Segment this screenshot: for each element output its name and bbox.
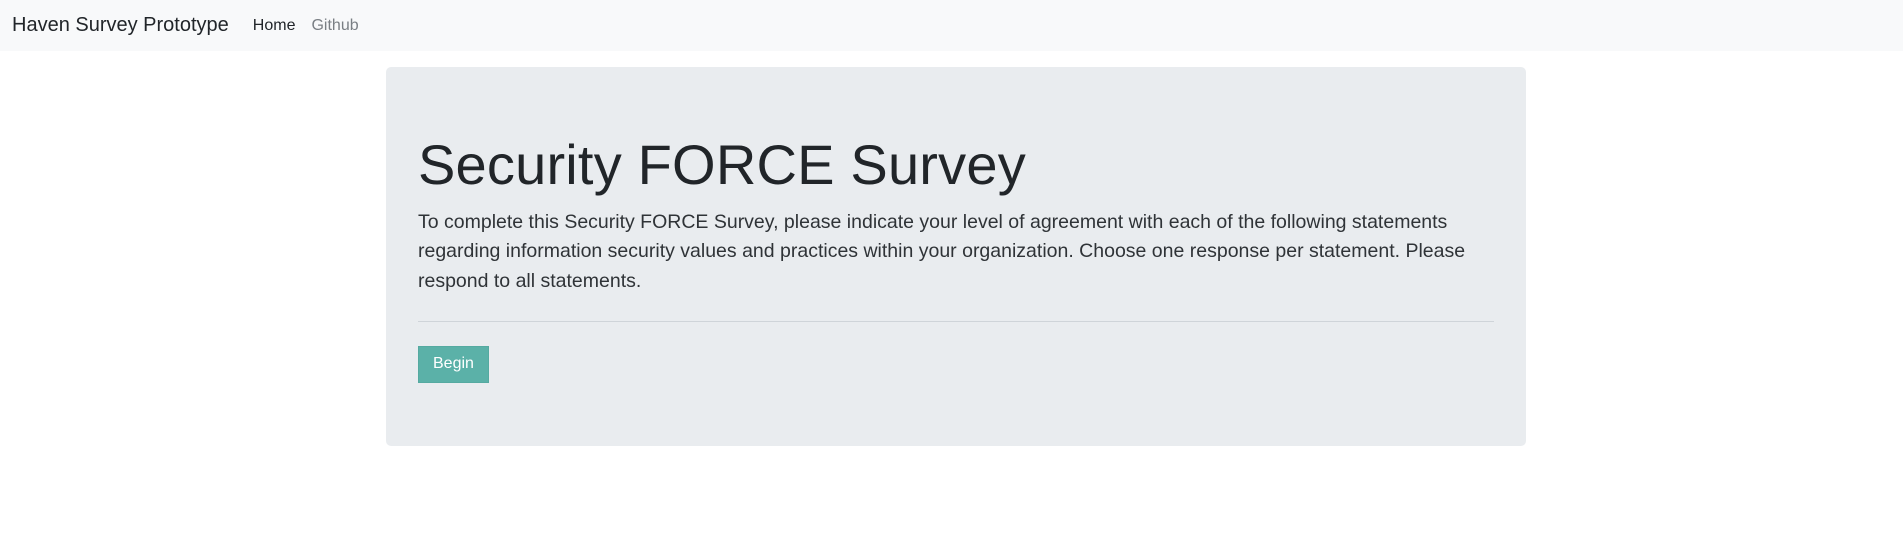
page-title: Security FORCE Survey [418, 133, 1026, 196]
divider [418, 320, 1494, 322]
begin-button[interactable]: Begin [418, 345, 489, 383]
survey-intro-panel: Security FORCE Survey To complete this S… [386, 67, 1526, 446]
top-navbar: Haven Survey Prototype Home Github [0, 0, 1903, 51]
nav-link-github[interactable]: Github [311, 16, 359, 34]
survey-description: To complete this Security FORCE Survey, … [418, 211, 1466, 292]
nav-link-home[interactable]: Home [252, 16, 296, 34]
brand-link[interactable]: Haven Survey Prototype [12, 14, 229, 36]
